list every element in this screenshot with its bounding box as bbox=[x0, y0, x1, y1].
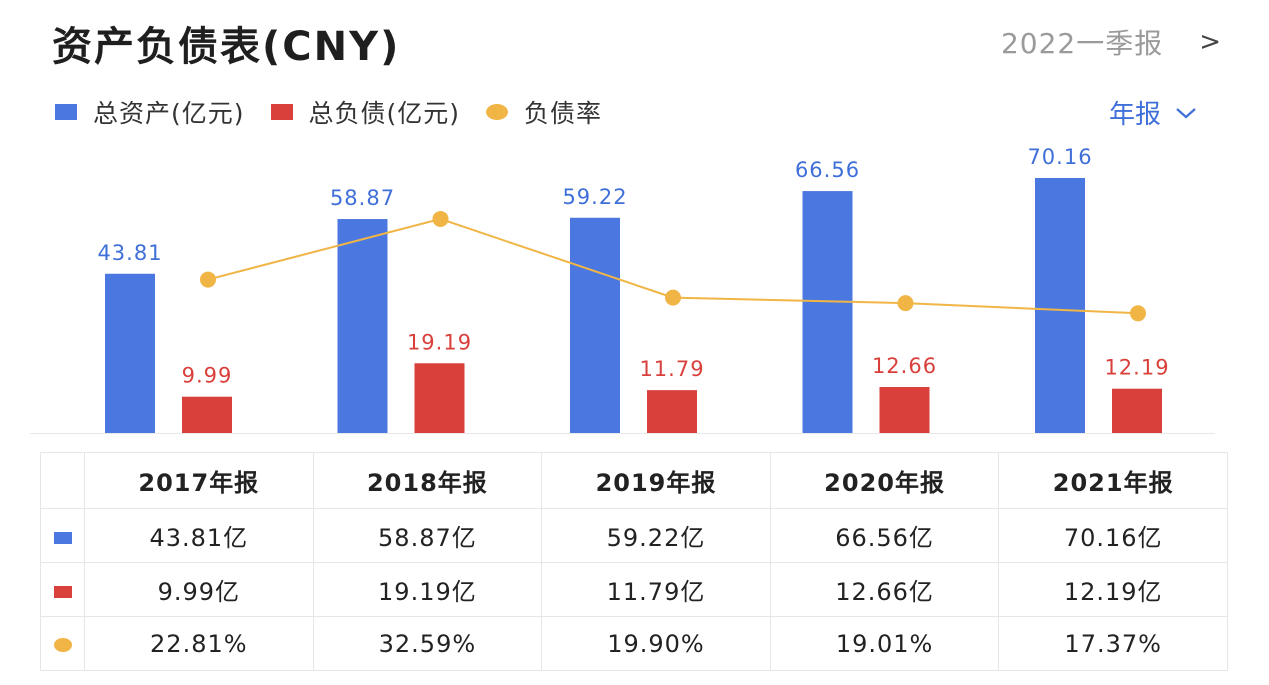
row-marker-cell bbox=[40, 562, 85, 617]
chevron-right-icon: > bbox=[1199, 27, 1221, 57]
data-label-total-assets: 59.22 bbox=[562, 185, 627, 209]
table-cell: 11.79亿 bbox=[541, 562, 771, 617]
data-label-total-liabilities: 9.99 bbox=[182, 364, 233, 388]
table-row-total-assets: 43.81亿 58.87亿 59.22亿 66.56亿 70.16亿 bbox=[40, 508, 1228, 563]
table-header-cell: 2020年报 bbox=[769, 452, 1000, 509]
table-cell: 70.16亿 bbox=[998, 508, 1228, 563]
legend-label: 负债率 bbox=[524, 99, 603, 128]
point-debt-ratio bbox=[200, 271, 216, 288]
legend-swatch-liabilities-icon bbox=[270, 104, 293, 120]
bar-total-liabilities bbox=[414, 363, 465, 433]
data-table: 2017年报 2018年报 2019年报 2020年报 2021年报 43.81… bbox=[40, 452, 1228, 671]
table-corner-cell bbox=[40, 452, 85, 509]
bar-total-assets bbox=[1035, 178, 1085, 433]
table-cell: 58.87亿 bbox=[312, 508, 543, 563]
legend-dot-ratio-icon bbox=[486, 104, 509, 120]
table-cell: 59.22亿 bbox=[541, 508, 771, 563]
report-type-dropdown[interactable]: 年报 bbox=[1109, 94, 1197, 131]
ratio-marker-icon bbox=[53, 637, 72, 652]
legend-label: 总资产(亿元) bbox=[93, 99, 245, 128]
data-label-total-assets: 66.56 bbox=[795, 158, 860, 182]
point-debt-ratio bbox=[665, 289, 681, 306]
bar-total-liabilities bbox=[182, 396, 232, 433]
table-header-cell: 2018年报 bbox=[312, 452, 543, 509]
bar-total-assets bbox=[337, 219, 388, 433]
table-row-debt-ratio: 22.81% 32.59% 19.90% 19.01% 17.37% bbox=[40, 616, 1228, 671]
legend-swatch-assets-icon bbox=[55, 104, 77, 120]
data-label-total-liabilities: 19.19 bbox=[407, 330, 472, 354]
table-header-row: 2017年报 2018年报 2019年报 2020年报 2021年报 bbox=[40, 452, 1228, 509]
data-label-total-liabilities: 11.79 bbox=[639, 357, 704, 381]
table-header-cell: 2019年报 bbox=[541, 452, 771, 509]
balance-sheet-chart: 43.81 9.99 58.87 19.19 59.22 11.79 66.56 12.66 7… bbox=[30, 145, 1215, 434]
chevron-down-icon bbox=[1176, 107, 1196, 118]
table-cell: 12.66亿 bbox=[769, 562, 1000, 617]
legend-item-total-liabilities[interactable]: 总负债(亿元) bbox=[270, 94, 461, 130]
bar-total-assets bbox=[105, 273, 155, 433]
table-cell: 43.81亿 bbox=[84, 508, 314, 563]
chart-legend: 总资产(亿元) 总负债(亿元) 负债率 bbox=[55, 94, 628, 130]
data-label-total-liabilities: 12.66 bbox=[872, 354, 937, 378]
data-label-total-assets: 70.16 bbox=[1027, 145, 1092, 169]
table-row-total-liabilities: 9.99亿 19.19亿 11.79亿 12.66亿 12.19亿 bbox=[40, 562, 1228, 617]
point-debt-ratio bbox=[897, 295, 914, 312]
liabilities-marker-icon bbox=[53, 585, 72, 598]
report-type-label: 年报 bbox=[1108, 100, 1161, 130]
table-cell: 12.19亿 bbox=[998, 562, 1228, 617]
table-cell: 19.90% bbox=[541, 616, 771, 671]
table-header-cell: 2021年报 bbox=[998, 452, 1228, 509]
table-cell: 22.81% bbox=[84, 616, 314, 671]
header: 资产负债表(CNY) 2022一季报 > bbox=[0, 0, 1269, 90]
point-debt-ratio bbox=[1130, 305, 1146, 322]
bar-total-liabilities bbox=[647, 390, 697, 433]
table-cell: 19.01% bbox=[769, 616, 1000, 671]
legend-item-total-assets[interactable]: 总资产(亿元) bbox=[55, 94, 245, 130]
assets-marker-icon bbox=[53, 531, 72, 544]
point-debt-ratio bbox=[432, 210, 449, 227]
bar-total-liabilities bbox=[1112, 388, 1162, 433]
table-cell: 66.56亿 bbox=[769, 508, 1000, 563]
legend-item-debt-ratio[interactable]: 负债率 bbox=[486, 94, 602, 130]
table-cell: 32.59% bbox=[312, 616, 543, 671]
table-cell: 9.99亿 bbox=[84, 562, 314, 617]
period-selector[interactable]: 2022一季报 > bbox=[1001, 22, 1221, 62]
table-cell: 17.37% bbox=[998, 616, 1228, 671]
data-label-total-assets: 43.81 bbox=[97, 241, 162, 265]
bar-total-assets bbox=[570, 217, 620, 433]
row-marker-cell bbox=[40, 616, 85, 671]
row-marker-cell bbox=[40, 508, 85, 563]
bar-total-assets bbox=[802, 191, 853, 433]
period-label: 2022一季报 bbox=[1000, 27, 1164, 60]
data-label-total-assets: 58.87 bbox=[330, 186, 395, 210]
legend-label: 总负债(亿元) bbox=[308, 99, 461, 128]
data-label-total-liabilities: 12.19 bbox=[1104, 356, 1169, 380]
bar-total-liabilities bbox=[879, 386, 930, 433]
table-cell: 19.19亿 bbox=[312, 562, 543, 617]
table-header-cell: 2017年报 bbox=[84, 452, 314, 509]
page-title: 资产负债表(CNY) bbox=[52, 24, 401, 70]
